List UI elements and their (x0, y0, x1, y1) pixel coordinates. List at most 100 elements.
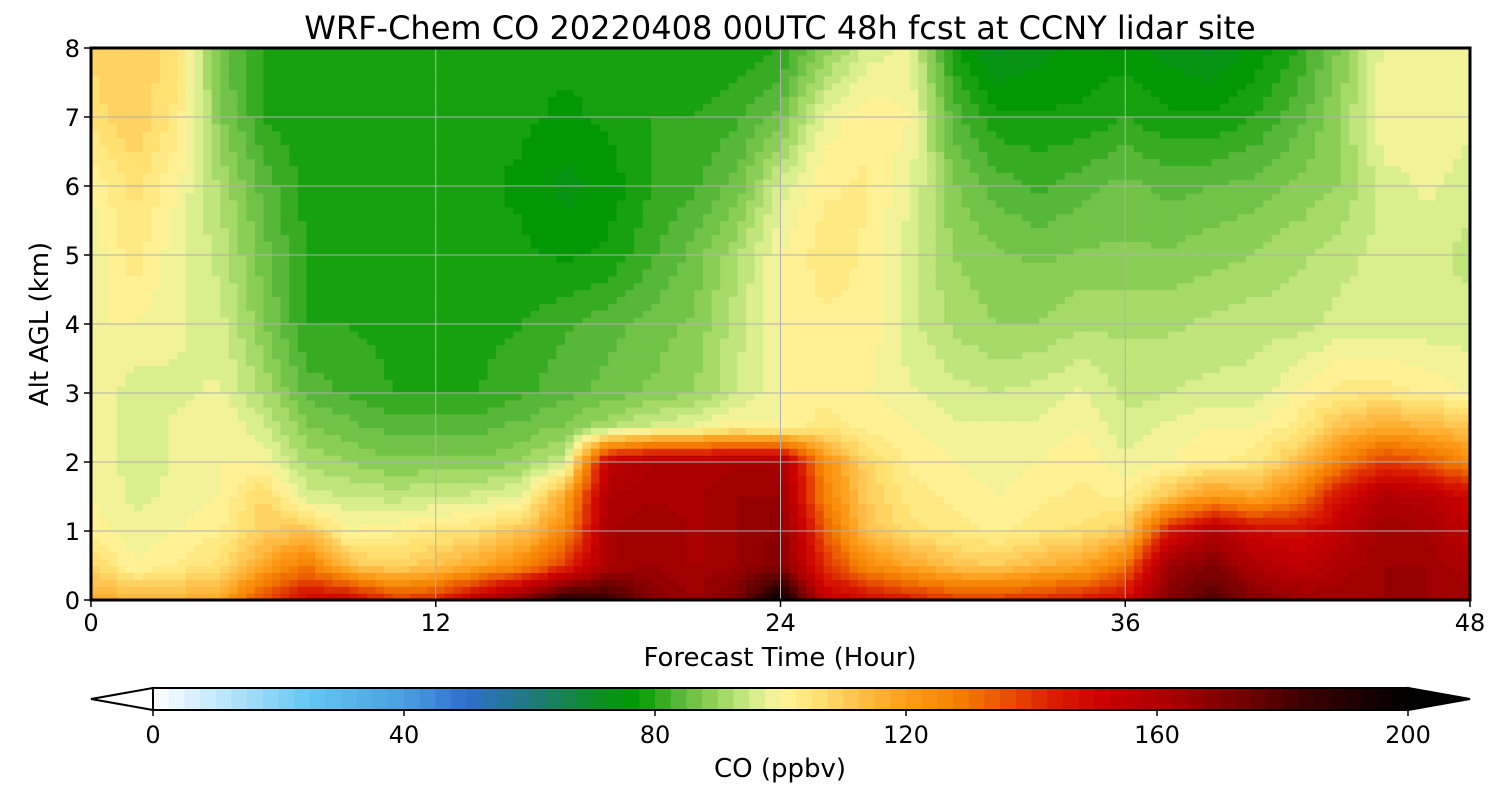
contour-cell (1435, 579, 1445, 587)
contour-cell (720, 517, 730, 525)
contour-cell (185, 386, 196, 394)
contour-cell (875, 565, 885, 573)
contour-cell (685, 393, 695, 401)
contour-cell (1220, 462, 1230, 470)
contour-cell (392, 462, 402, 470)
contour-cell (970, 406, 980, 415)
contour-cell (711, 503, 721, 511)
contour-cell (1375, 386, 1385, 394)
contour-cell (271, 593, 282, 601)
contour-cell (358, 413, 368, 422)
contour-cell (521, 420, 532, 429)
contour-cell (978, 537, 988, 546)
contour-cell (814, 475, 825, 484)
contour-cell (702, 558, 713, 567)
contour-cell (1392, 537, 1402, 546)
contour-cell (1409, 489, 1419, 498)
contour-cell (177, 441, 187, 449)
contour-cell (728, 386, 739, 394)
contour-cell (1056, 551, 1066, 560)
contour-cell (409, 579, 420, 587)
contour-cell (470, 406, 480, 415)
contour-cell (151, 420, 161, 429)
contour-cell (935, 386, 945, 394)
contour-cell (599, 572, 609, 580)
contour-cell (866, 558, 876, 567)
contour-cell (263, 455, 273, 463)
contour-cell (1452, 537, 1462, 546)
contour-cell (384, 544, 394, 553)
contour-cell (616, 448, 626, 456)
contour-cell (1142, 468, 1152, 477)
contour-cell (401, 434, 411, 442)
contour-cell (427, 406, 437, 415)
contour-cell (1030, 386, 1040, 394)
contour-cell (521, 510, 532, 518)
contour-cell (651, 434, 661, 442)
contour-cell (573, 531, 583, 539)
contour-cell (849, 413, 859, 422)
contour-cell (1383, 420, 1394, 429)
contour-cell (470, 537, 480, 546)
contour-cell (418, 434, 428, 442)
contour-cell (625, 420, 635, 429)
contour-cell (194, 448, 204, 456)
contour-cell (1013, 393, 1023, 401)
contour-cell (444, 427, 454, 435)
contour-cell (254, 468, 264, 477)
contour-cell (1289, 399, 1299, 408)
contour-cell (1133, 537, 1144, 546)
contour-cell (1392, 448, 1402, 456)
contour-cell (659, 441, 670, 449)
contour-cell (806, 462, 816, 470)
contour-cell (134, 586, 144, 594)
contour-cell (1021, 462, 1032, 470)
contour-cell (435, 399, 445, 408)
contour-cell (823, 524, 833, 532)
contour-cell (108, 482, 118, 491)
contour-cell (1039, 420, 1049, 429)
contour-cell (832, 434, 842, 442)
contour-cell (1383, 558, 1394, 567)
contour-cell (1211, 579, 1221, 587)
contour-cell (858, 468, 868, 477)
contour-cell (1133, 427, 1144, 435)
contour-cell (1073, 572, 1083, 580)
contour-cell (1392, 572, 1402, 580)
contour-cell (754, 517, 764, 525)
contour-cell (849, 517, 859, 525)
contour-cell (1409, 386, 1419, 394)
contour-cell (556, 524, 566, 532)
contour-cell (1211, 586, 1221, 594)
contour-cell (1151, 455, 1161, 463)
contour-cell (823, 441, 833, 449)
contour-cell (642, 565, 652, 573)
contour-cell (306, 393, 316, 401)
contour-cell (271, 503, 282, 511)
contour-cell (1435, 496, 1445, 504)
contour-cell (1142, 503, 1152, 511)
contour-cell (99, 441, 109, 449)
contour-cell (866, 565, 876, 573)
contour-cell (599, 441, 609, 449)
contour-cell (1289, 593, 1299, 601)
contour-cell (108, 565, 118, 573)
contour-cell (99, 434, 109, 442)
contour-cell (565, 475, 575, 484)
contour-cell (1220, 572, 1230, 580)
contour-cell (228, 420, 239, 429)
contour-cell (789, 455, 799, 463)
contour-cell (142, 441, 152, 449)
contour-cell (711, 593, 721, 601)
contour-cell (504, 531, 514, 539)
contour-cell (185, 586, 196, 594)
contour-cell (1013, 551, 1023, 560)
contour-cell (289, 475, 299, 484)
contour-cell (961, 406, 971, 415)
contour-cell (1159, 565, 1169, 573)
contour-cell (504, 551, 514, 560)
contour-cell (754, 462, 764, 470)
contour-cell (1375, 572, 1385, 580)
contour-cell (883, 572, 894, 580)
contour-cell (1383, 531, 1394, 539)
